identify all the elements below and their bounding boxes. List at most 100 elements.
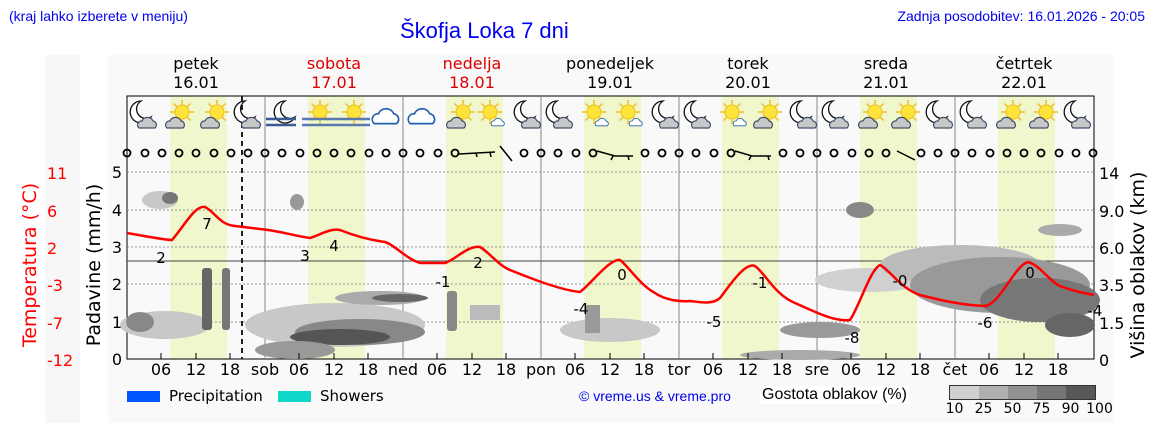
day-date: 22.01 [1001,73,1047,92]
day-date: 16.01 [173,73,219,92]
svg-text:06: 06 [427,360,447,379]
cloud-height-axis-ticks: 14 9.0 6.0 3.5 1.5 0 [1099,164,1124,370]
x-axis-labels: 06 12 18 sob 06 12 18 ned 06 12 18 pon 06 12 18 … [151,360,1068,379]
temperature-labels: 2 7 3 4 -1 2 -4 0 -5 -1 -8 -0 -6 0 -4 [156,215,1102,347]
day-header-sreda: sreda 21.01 [817,54,955,92]
svg-text:1.5: 1.5 [1099,314,1124,333]
svg-text:12: 12 [738,360,758,379]
x-axis-ticks [160,353,1059,359]
svg-text:tor: tor [668,360,691,379]
svg-text:9.0: 9.0 [1099,202,1124,221]
day-header-torek: torek 20.01 [679,54,817,92]
day-header-ponedeljek: ponedeljek 19.01 [541,54,679,92]
day-date: 21.01 [863,73,909,92]
day-date: 18.01 [449,73,495,92]
moon-cloud-icon [651,100,680,129]
svg-text:11: 11 [47,164,67,183]
moon-cloud-icon [513,100,542,129]
day-name: sobota [306,54,362,73]
svg-text:3: 3 [112,238,122,257]
day-header-nedelja: nedelja 18.01 [403,54,541,92]
legend-precipitation: Precipitation [127,387,263,405]
day-name: ponedeljek [566,54,654,73]
svg-text:2: 2 [473,254,483,272]
page-title: Škofja Loka 7 dni [400,18,569,43]
svg-text:06: 06 [979,360,999,379]
copyright-link[interactable]: © vreme.us & vreme.pro [579,388,731,404]
moon-cloud-icon [925,100,954,129]
moon-cloud-icon [789,100,818,129]
day-date: 17.01 [311,73,357,92]
svg-text:18: 18 [910,360,930,379]
cloud-density-scale-labels: 10 25 50 75 90 100 [945,401,1113,417]
cloud-icon [371,107,400,125]
day-name: petek [173,54,219,73]
svg-text:18: 18 [1048,360,1068,379]
showers-swatch [278,390,311,402]
moon-cloud-icon [959,100,988,129]
day-date: 20.01 [725,73,771,92]
svg-text:-5: -5 [707,313,722,331]
temp-axis-panel [45,55,80,423]
moon-cloud-icon [545,100,574,129]
svg-text:0: 0 [112,350,122,369]
svg-text:06: 06 [841,360,861,379]
temperature-line [126,205,1095,322]
day-header-sobota: sobota 17.01 [265,54,403,92]
sun-fog-icon [336,99,370,127]
cloud-height-axis-title: Višina oblakov (km) [1127,172,1149,359]
svg-text:06: 06 [151,360,171,379]
svg-text:5: 5 [112,163,122,182]
moon-cloud-icon [683,100,712,129]
svg-text:1: 1 [112,313,122,332]
sun-fog-icon [302,99,336,127]
svg-text:sob: sob [251,360,279,379]
svg-text:-1: -1 [753,274,768,292]
svg-text:06: 06 [703,360,723,379]
svg-text:12: 12 [1014,360,1034,379]
precipitation-axis-ticks: 5 4 3 2 1 0 [112,163,122,369]
wind-barbs [458,145,916,162]
svg-text:0: 0 [1025,264,1035,282]
svg-text:4: 4 [112,201,122,220]
svg-text:3: 3 [300,247,310,265]
moon-cloud-icon [233,100,262,129]
svg-text:-1: -1 [436,273,451,291]
svg-text:ned: ned [388,360,418,379]
svg-text:-4: -4 [1088,302,1103,320]
svg-text:06: 06 [565,360,585,379]
weather-icons-row [129,99,1092,129]
legend-label: Precipitation [169,387,263,405]
cloud-icon [407,107,436,125]
svg-text:pon: pon [526,360,556,379]
svg-text:18: 18 [220,360,240,379]
region-hint-link[interactable]: (kraj lahko izberete v meniju) [9,8,188,24]
cloud-density-scale [949,385,1096,400]
svg-text:2: 2 [156,249,166,267]
svg-text:06: 06 [289,360,309,379]
svg-text:6.0: 6.0 [1099,239,1124,258]
svg-text:18: 18 [358,360,378,379]
svg-text:12: 12 [186,360,206,379]
svg-text:-3: -3 [47,276,63,295]
moon-cloud-icon [821,100,850,129]
temperature-axis-ticks: 11 6 2 -3 -7 -12 [47,164,73,370]
svg-text:12: 12 [600,360,620,379]
legend-label: Showers [320,387,384,405]
svg-text:sre: sre [805,360,829,379]
cloud-density-layer [120,191,1100,360]
legend-showers: Showers [278,387,384,405]
svg-text:18: 18 [772,360,792,379]
day-header-petek: petek 16.01 [127,54,265,92]
svg-text:14: 14 [1099,164,1119,183]
svg-text:12: 12 [324,360,344,379]
svg-text:3.5: 3.5 [1099,276,1124,295]
svg-text:12: 12 [876,360,896,379]
day-date: 19.01 [587,73,633,92]
moon-cloud-icon [129,100,158,129]
svg-text:-12: -12 [47,351,73,370]
day-name: nedelja [442,54,502,73]
moon-cloud-icon [1063,100,1092,129]
svg-text:-0: -0 [893,272,908,290]
